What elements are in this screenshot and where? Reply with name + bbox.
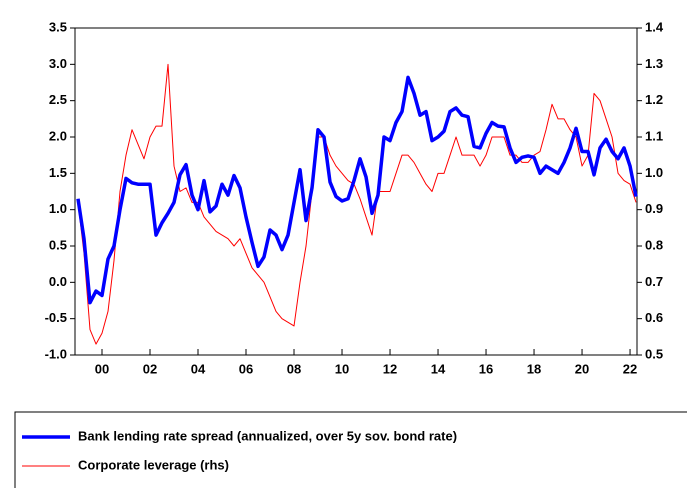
y-tick-label: -1.0 (45, 346, 67, 361)
y2-tick-label: 1.0 (645, 165, 663, 180)
series-line (76, 75, 638, 305)
x-tick-label: 18 (527, 361, 541, 376)
y2-tick-label: 0.9 (645, 201, 663, 216)
y2-tick-label: 0.5 (645, 346, 663, 361)
x-tick-label: 02 (143, 361, 157, 376)
y-tick-label: 3.0 (49, 56, 67, 71)
y2-tick-label: 1.3 (645, 56, 663, 71)
legend-label: Corporate leverage (rhs) (78, 457, 229, 472)
x-tick-label: 08 (287, 361, 301, 376)
y-tick-label: 3.5 (49, 19, 67, 34)
y2-tick-label: 1.1 (645, 128, 663, 143)
x-tick-label: 12 (383, 361, 397, 376)
x-tick-label: 14 (431, 361, 446, 376)
y-tick-label: 0.5 (49, 237, 67, 252)
plot-frame (74, 27, 638, 356)
legend-label: Bank lending rate spread (annualized, ov… (78, 428, 457, 443)
series-line (77, 63, 637, 345)
x-tick-label: 22 (623, 361, 637, 376)
y2-tick-label: 1.2 (645, 92, 663, 107)
y-tick-label: -0.5 (45, 310, 67, 325)
legend-box (14, 411, 687, 488)
x-tick-label: 00 (95, 361, 109, 376)
y2-tick-label: 0.6 (645, 310, 663, 325)
x-tick-label: 16 (479, 361, 493, 376)
y-tick-label: 1.0 (49, 201, 67, 216)
y2-tick-label: 1.4 (645, 19, 664, 34)
y-tick-label: 1.5 (49, 165, 67, 180)
x-tick-label: 20 (575, 361, 589, 376)
y-tick-label: 2.0 (49, 128, 67, 143)
y-tick-label: 0.0 (49, 274, 67, 289)
x-tick-label: 04 (191, 361, 206, 376)
x-tick-label: 06 (239, 361, 253, 376)
x-tick-label: 10 (335, 361, 349, 376)
y2-tick-label: 0.8 (645, 237, 663, 252)
y-tick-label: 2.5 (49, 92, 67, 107)
y2-tick-label: 0.7 (645, 274, 663, 289)
